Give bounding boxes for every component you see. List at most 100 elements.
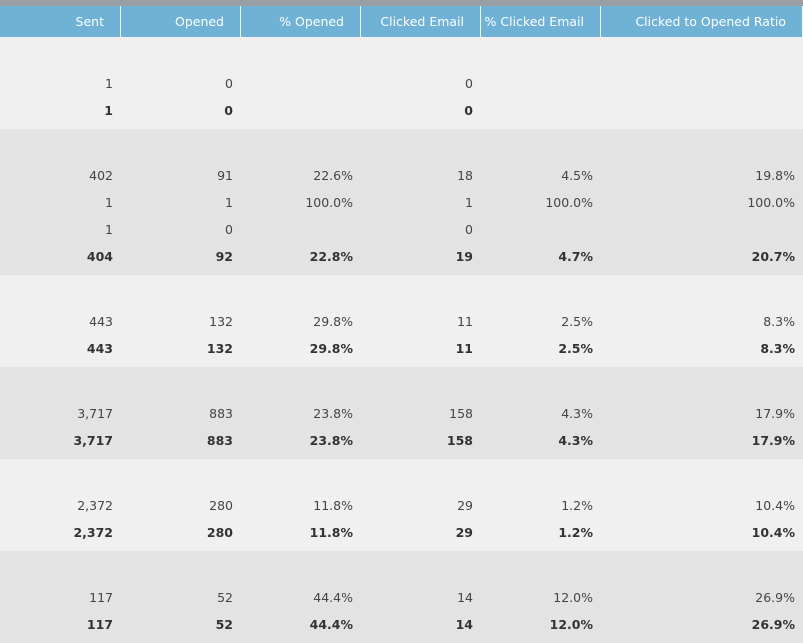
cell-clicked-to-opened-ratio: 20.7% [751, 249, 795, 264]
cell-percent-clicked-email: 4.3% [558, 433, 593, 448]
cell-clicked-to-opened-ratio [601, 101, 803, 121]
cell-clicked-to-opened-ratio: 8.3% [763, 314, 795, 329]
cell-clicked-to-opened-ratio: 17.9% [751, 433, 795, 448]
cell-clicked-to-opened-ratio [601, 74, 803, 94]
cell-percent-clicked-email: 1.2% [561, 498, 593, 513]
cell-percent-opened: 23.8% [313, 406, 353, 421]
row-group: 3,717 883 23.8% 158 4.3% 17.9% 3,717 883 23.8% 15… [0, 367, 803, 459]
cell-opened: 0 [224, 103, 233, 118]
cell-opened: 0 [225, 76, 233, 91]
table-row: 3,717 883 23.8% 158 4.3% 17.9% [0, 404, 803, 424]
row-group: 1 0 0 1 0 0 [0, 37, 803, 129]
group-total-row: 117 52 44.4% 14 12.0% 26.9% [0, 615, 803, 635]
cell-opened: 132 [209, 314, 233, 329]
cell-clicked-email: 11 [455, 341, 473, 356]
cell-percent-opened: 11.8% [309, 525, 353, 540]
header-sent[interactable]: Sent [0, 6, 121, 37]
cell-percent-opened [241, 220, 361, 240]
cell-percent-clicked-email: 4.7% [558, 249, 593, 264]
cell-clicked-to-opened-ratio: 10.4% [755, 498, 795, 513]
cell-clicked-email: 18 [457, 168, 473, 183]
cell-percent-opened: 100.0% [305, 195, 353, 210]
table-row: 1 0 0 [0, 74, 803, 94]
cell-opened: 0 [225, 222, 233, 237]
cell-clicked-email: 158 [449, 406, 473, 421]
group-total-row: 3,717 883 23.8% 158 4.3% 17.9% [0, 431, 803, 451]
group-total-row: 443 132 29.8% 11 2.5% 8.3% [0, 339, 803, 359]
cell-percent-opened: 44.4% [313, 590, 353, 605]
cell-sent: 2,372 [77, 498, 113, 513]
header-percent-clicked-email[interactable]: % Clicked Email [481, 6, 601, 37]
cell-sent: 402 [89, 168, 113, 183]
cell-clicked-email: 0 [465, 76, 473, 91]
row-group: 2,372 280 11.8% 29 1.2% 10.4% 2,372 280 11.8% 29 1… [0, 459, 803, 551]
cell-percent-opened: 22.6% [313, 168, 353, 183]
cell-opened: 52 [215, 617, 233, 632]
cell-clicked-email: 1 [465, 195, 473, 210]
cell-clicked-to-opened-ratio: 26.9% [751, 617, 795, 632]
cell-opened: 280 [206, 525, 233, 540]
cell-opened: 1 [225, 195, 233, 210]
cell-percent-clicked-email: 2.5% [561, 314, 593, 329]
cell-clicked-to-opened-ratio: 17.9% [755, 406, 795, 421]
cell-percent-opened: 23.8% [309, 433, 353, 448]
cell-percent-clicked-email [481, 74, 601, 94]
cell-percent-clicked-email: 4.3% [561, 406, 593, 421]
cell-sent: 3,717 [77, 406, 113, 421]
table-row: 402 91 22.6% 18 4.5% 19.8% [0, 166, 803, 186]
header-clicked-email[interactable]: Clicked Email [361, 6, 481, 37]
cell-percent-clicked-email: 1.2% [558, 525, 593, 540]
table-row: 443 132 29.8% 11 2.5% 8.3% [0, 312, 803, 332]
cell-sent: 1 [105, 76, 113, 91]
table-row: 1 1 100.0% 1 100.0% 100.0% [0, 193, 803, 213]
cell-opened: 92 [215, 249, 233, 264]
header-percent-opened[interactable]: % Opened [241, 6, 361, 37]
cell-percent-opened [241, 74, 361, 94]
cell-clicked-email: 14 [455, 617, 473, 632]
cell-clicked-to-opened-ratio: 19.8% [755, 168, 795, 183]
header-opened[interactable]: Opened [121, 6, 241, 37]
cell-opened: 883 [206, 433, 233, 448]
cell-percent-clicked-email: 100.0% [545, 195, 593, 210]
cell-clicked-to-opened-ratio [601, 220, 803, 240]
cell-percent-opened: 29.8% [309, 341, 353, 356]
cell-percent-clicked-email: 4.5% [561, 168, 593, 183]
cell-clicked-to-opened-ratio: 8.3% [760, 341, 795, 356]
cell-sent: 1 [104, 103, 113, 118]
cell-sent: 117 [89, 590, 113, 605]
header-clicked-to-opened-ratio[interactable]: Clicked to Opened Ratio [601, 6, 803, 37]
cell-opened: 883 [209, 406, 233, 421]
cell-sent: 1 [105, 195, 113, 210]
cell-clicked-email: 29 [457, 498, 473, 513]
cell-opened: 280 [209, 498, 233, 513]
cell-clicked-email: 19 [455, 249, 473, 264]
row-group: 402 91 22.6% 18 4.5% 19.8% 1 1 100.0% 1 100.0% 100.… [0, 129, 803, 275]
table-row: 1 0 0 [0, 220, 803, 240]
cell-percent-opened: 22.8% [309, 249, 353, 264]
cell-sent: 404 [86, 249, 113, 264]
table-header: Sent Opened% Opened Clicked Email% Clicked… [0, 6, 803, 37]
table-row: 2,372 280 11.8% 29 1.2% 10.4% [0, 496, 803, 516]
group-total-row: 404 92 22.8% 19 4.7% 20.7% [0, 247, 803, 267]
cell-percent-opened: 44.4% [309, 617, 353, 632]
cell-sent: 1 [105, 222, 113, 237]
cell-percent-opened: 29.8% [313, 314, 353, 329]
row-group: 443 132 29.8% 11 2.5% 8.3% 443 132 29.8% 11 2.5% 8.… [0, 275, 803, 367]
cell-percent-clicked-email [481, 101, 601, 121]
cell-clicked-email: 0 [464, 103, 473, 118]
cell-opened: 132 [206, 341, 233, 356]
cell-sent: 117 [86, 617, 113, 632]
cell-clicked-email: 14 [457, 590, 473, 605]
cell-opened: 91 [217, 168, 233, 183]
group-total-row: 1 0 0 [0, 101, 803, 121]
cell-clicked-to-opened-ratio: 26.9% [755, 590, 795, 605]
cell-sent: 443 [86, 341, 113, 356]
cell-percent-clicked-email: 2.5% [558, 341, 593, 356]
cell-percent-clicked-email [481, 220, 601, 240]
cell-percent-opened: 11.8% [313, 498, 353, 513]
cell-sent: 2,372 [73, 525, 113, 540]
cell-percent-opened [241, 101, 361, 121]
cell-clicked-email: 0 [465, 222, 473, 237]
group-total-row: 2,372 280 11.8% 29 1.2% 10.4% [0, 523, 803, 543]
top-border [0, 0, 803, 6]
